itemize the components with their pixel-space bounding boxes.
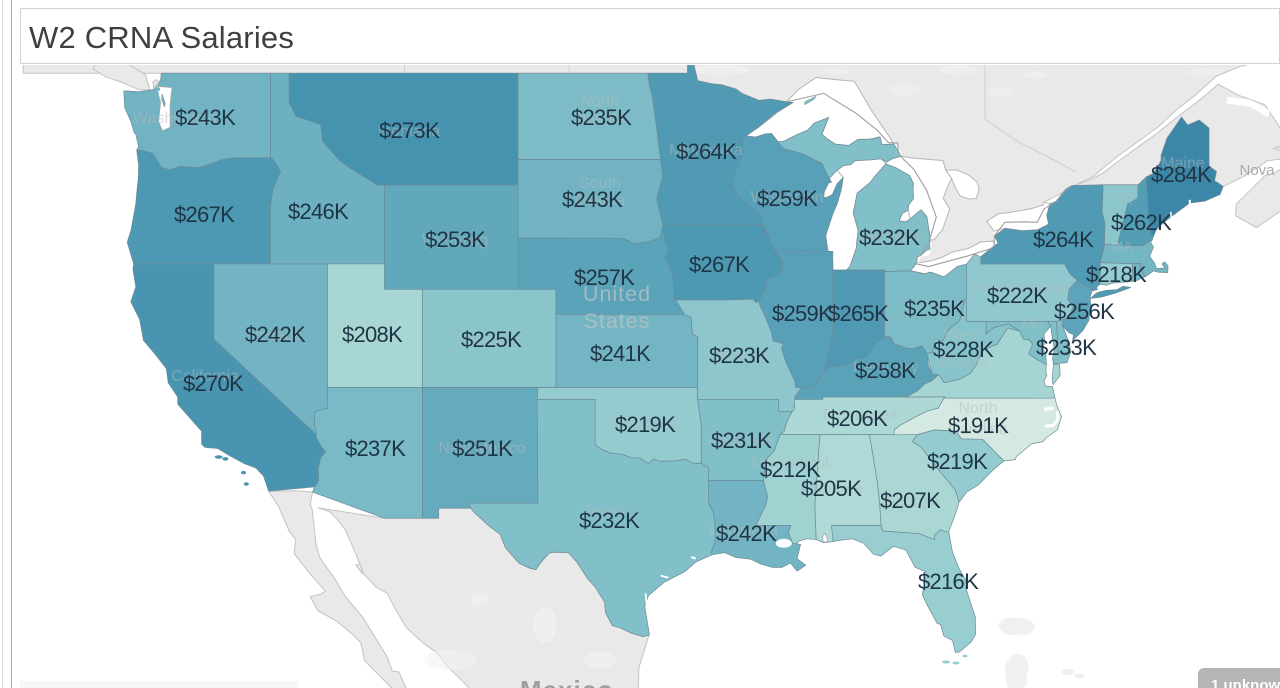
svg-text:$265K: $265K	[828, 301, 889, 326]
svg-text:$241K: $241K	[590, 341, 651, 366]
svg-text:$206K: $206K	[827, 406, 888, 431]
svg-text:North: North	[958, 400, 997, 417]
svg-text:$237K: $237K	[345, 436, 406, 461]
svg-text:$233K: $233K	[1036, 335, 1097, 360]
svg-text:Minnesota: Minnesota	[669, 142, 743, 159]
svg-text:Mexico: Mexico	[520, 675, 614, 688]
svg-text:Nevada: Nevada	[247, 327, 302, 344]
svg-text:MD: MD	[1022, 315, 1044, 331]
svg-text:$212K: $212K	[760, 457, 821, 482]
svg-text:$259K: $259K	[772, 301, 833, 326]
svg-text:$257K: $257K	[574, 265, 635, 290]
svg-text:United: United	[583, 282, 651, 306]
svg-text:$273K: $273K	[379, 118, 440, 143]
svg-text:Louisiana: Louisiana	[710, 522, 779, 539]
svg-text:$258K: $258K	[855, 358, 916, 383]
svg-text:Arkansas: Arkansas	[708, 432, 775, 449]
svg-text:$207K: $207K	[880, 488, 941, 513]
svg-text:$264K: $264K	[676, 139, 737, 164]
svg-text:Wisconsin: Wisconsin	[751, 189, 824, 206]
svg-text:Dakota: Dakota	[575, 192, 626, 209]
svg-text:Nova: Nova	[1239, 162, 1275, 179]
svg-text:$264K: $264K	[1033, 227, 1094, 252]
svg-text:Washington: Washington	[133, 110, 217, 127]
svg-text:$208K: $208K	[342, 322, 403, 347]
svg-text:$235K: $235K	[571, 105, 632, 130]
svg-text:$235K: $235K	[904, 296, 965, 321]
svg-text:Virginia: Virginia	[935, 354, 988, 371]
svg-text:Michigan: Michigan	[861, 228, 925, 245]
svg-text:$251K: $251K	[452, 436, 513, 461]
svg-text:$218K: $218K	[1086, 262, 1147, 287]
svg-text:$242K: $242K	[245, 322, 306, 347]
svg-text:$246K: $246K	[288, 199, 349, 224]
svg-text:VT: VT	[1117, 191, 1135, 207]
svg-text:Pennsylvania: Pennsylvania	[972, 280, 1067, 297]
svg-text:$219K: $219K	[927, 449, 988, 474]
svg-text:$216K: $216K	[918, 569, 979, 594]
svg-text:Wyoming: Wyoming	[422, 232, 489, 249]
svg-text:$232K: $232K	[579, 508, 640, 533]
svg-text:Maine: Maine	[1161, 155, 1205, 172]
svg-text:$219K: $219K	[615, 412, 676, 437]
svg-text:Georgia: Georgia	[883, 493, 940, 510]
svg-text:West: West	[944, 327, 981, 344]
svg-text:$231K: $231K	[711, 428, 772, 453]
svg-text:Alabama: Alabama	[799, 480, 862, 497]
svg-text:$259K: $259K	[757, 186, 818, 211]
svg-text:$243K: $243K	[175, 105, 236, 130]
svg-text:$262K: $262K	[1111, 210, 1172, 235]
svg-text:Oklahoma: Oklahoma	[609, 416, 682, 433]
svg-text:$243K: $243K	[562, 187, 623, 212]
svg-text:North: North	[580, 93, 619, 110]
svg-text:$222K: $222K	[987, 283, 1048, 308]
svg-text:$205K: $205K	[801, 476, 862, 501]
svg-text:$242K: $242K	[716, 521, 777, 546]
svg-text:MA: MA	[1112, 238, 1134, 254]
svg-text:Tennessee: Tennessee	[820, 407, 897, 424]
svg-text:$191K: $191K	[948, 413, 1009, 438]
svg-text:Carolina: Carolina	[948, 421, 1008, 438]
svg-text:$225K: $225K	[461, 327, 522, 352]
svg-text:$270K: $270K	[183, 371, 244, 396]
svg-text:$256K: $256K	[1054, 299, 1115, 324]
svg-text:California: California	[171, 368, 239, 385]
svg-text:$232K: $232K	[859, 225, 920, 250]
svg-text:Kentucky: Kentucky	[853, 359, 919, 376]
svg-text:$267K: $267K	[174, 202, 235, 227]
svg-text:Dakota: Dakota	[575, 110, 626, 127]
svg-text:Colorado: Colorado	[457, 333, 522, 350]
svg-text:States: States	[584, 309, 651, 333]
svg-text:South: South	[579, 175, 621, 192]
svg-text:$228K: $228K	[933, 337, 994, 362]
svg-text:Montana: Montana	[378, 123, 440, 140]
svg-text:$253K: $253K	[425, 227, 486, 252]
svg-text:Texas: Texas	[583, 503, 625, 520]
svg-text:$284K: $284K	[1151, 162, 1212, 187]
svg-text:Missouri: Missouri	[709, 347, 769, 364]
svg-text:New Mexico: New Mexico	[438, 440, 525, 457]
svg-text:$223K: $223K	[709, 343, 770, 368]
svg-text:$267K: $267K	[689, 252, 750, 277]
svg-text:Mississippi: Mississippi	[751, 455, 828, 472]
